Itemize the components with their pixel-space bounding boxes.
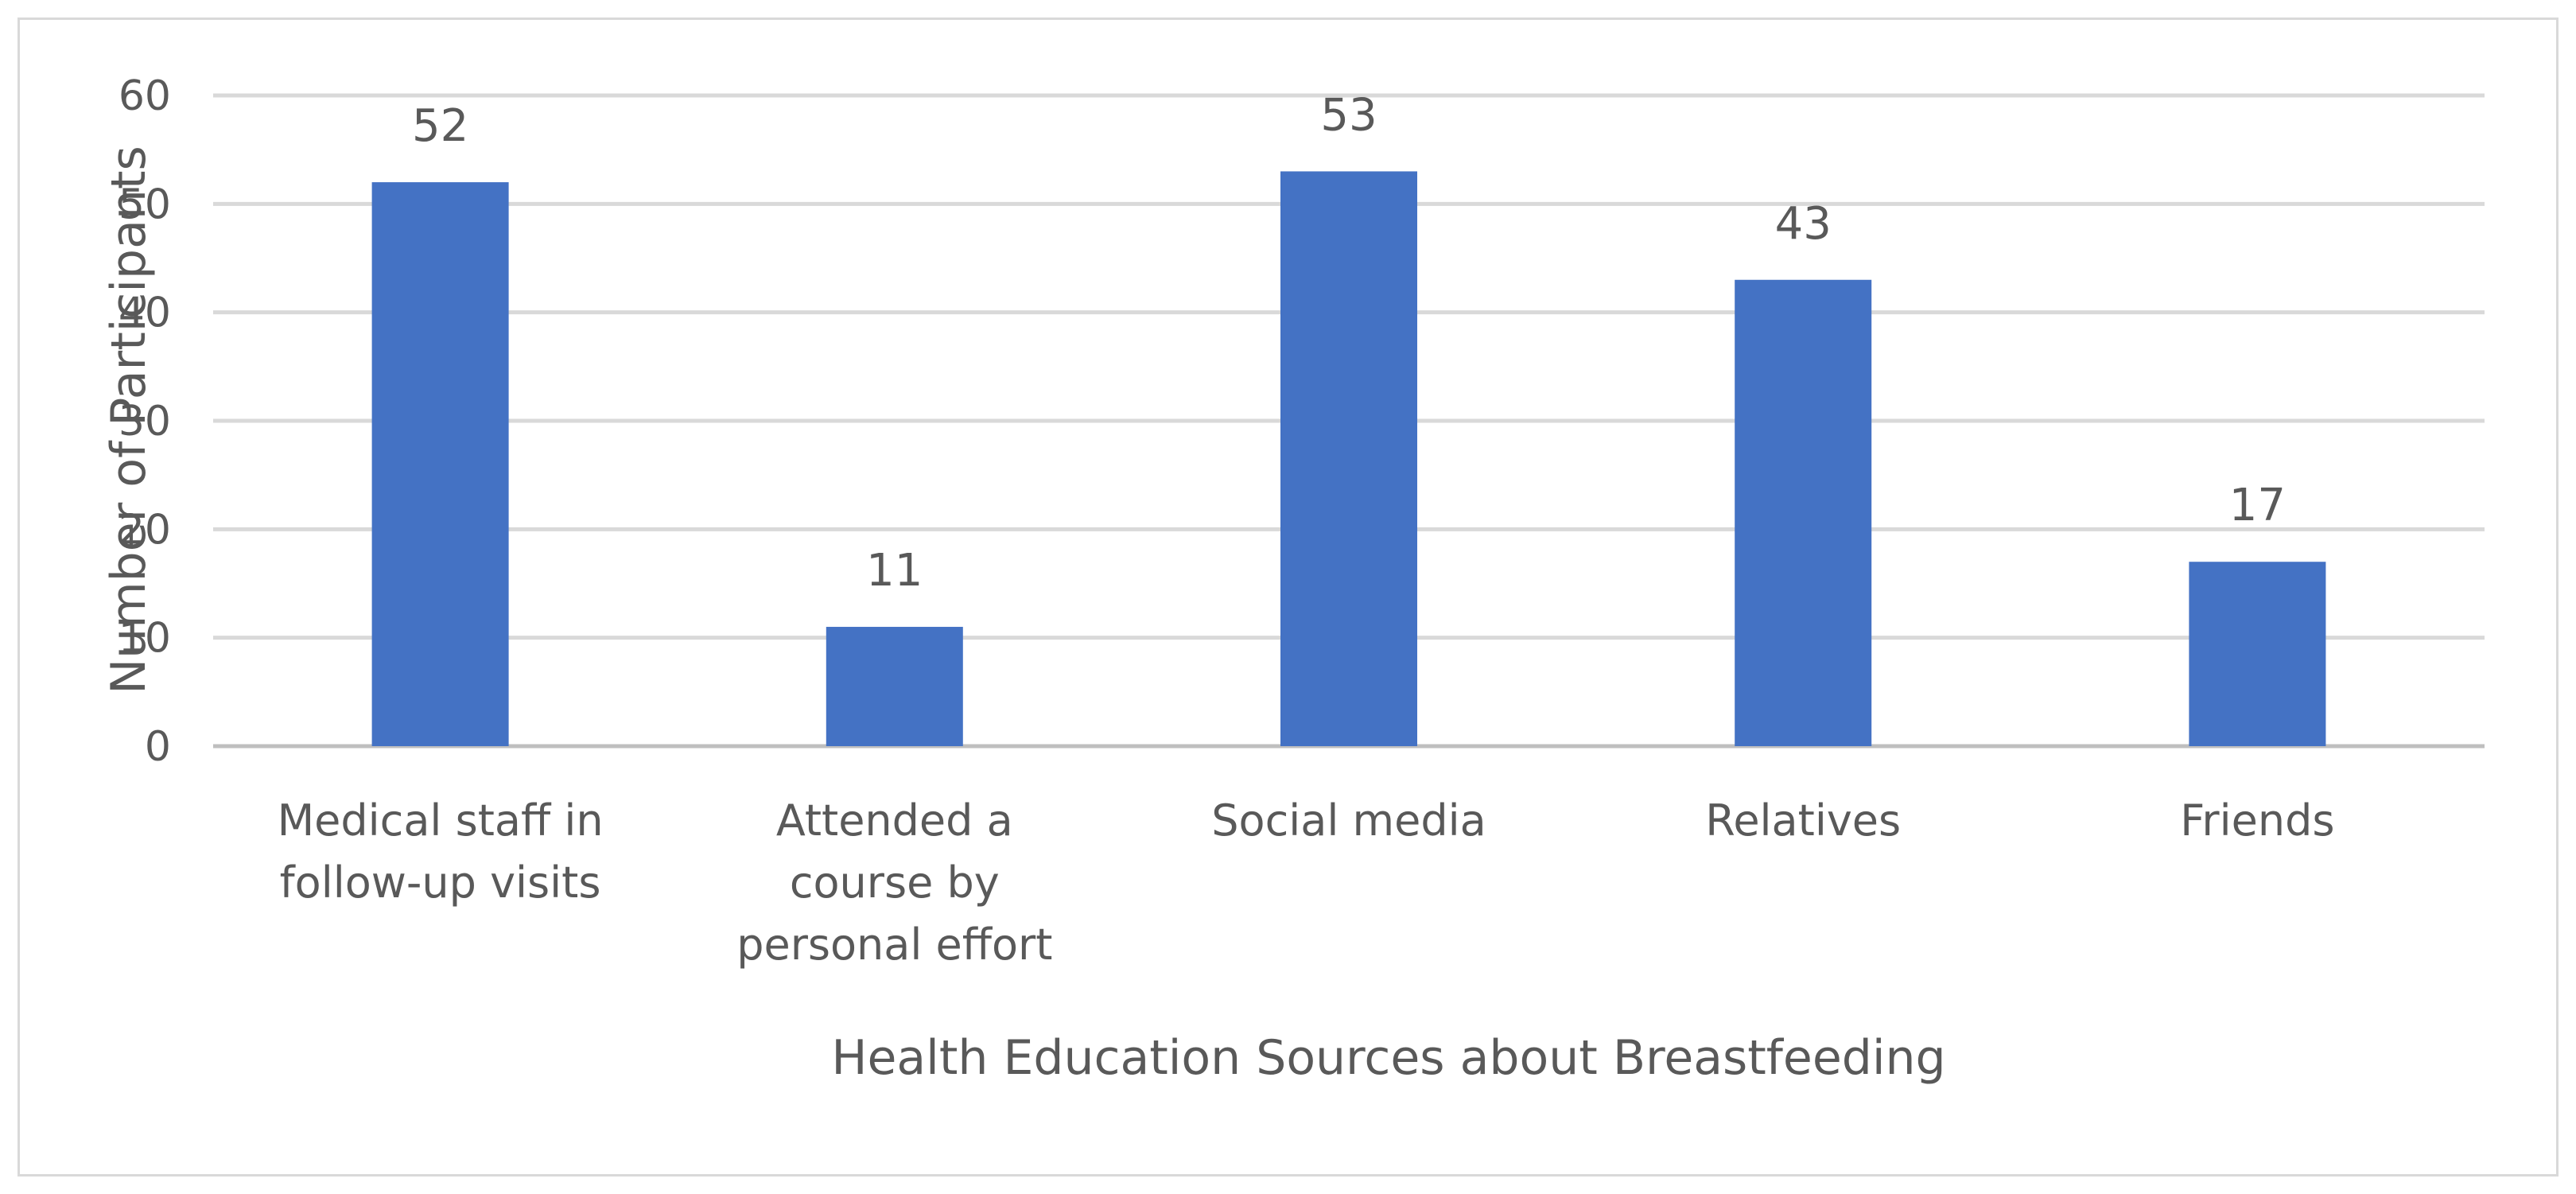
x-category-label-0: Medical staff in follow-up visits bbox=[278, 795, 604, 908]
y-tick-label-50: 50 bbox=[119, 181, 171, 228]
x-category-label-4: Friends bbox=[2180, 795, 2334, 846]
y-tick-label-0: 0 bbox=[145, 723, 171, 771]
data-labels: 52 11 53 43 17 bbox=[412, 89, 2286, 597]
y-axis-title: Number of Participants bbox=[101, 146, 157, 694]
data-label-4: 17 bbox=[2229, 480, 2286, 531]
x-category-label-line: follow-up visits bbox=[280, 858, 601, 908]
x-category-label-2: Social media bbox=[1211, 795, 1486, 846]
y-tick-label-10: 10 bbox=[119, 615, 171, 663]
x-category-label-line: Social media bbox=[1211, 795, 1486, 846]
data-label-2: 53 bbox=[1320, 89, 1377, 141]
x-category-label-line: Relatives bbox=[1705, 795, 1901, 846]
y-tick-label-40: 40 bbox=[119, 290, 171, 337]
x-category-label-line: Friends bbox=[2180, 795, 2334, 846]
x-category-label-line: Medical staff in bbox=[278, 795, 604, 846]
y-axis-ticks: 0 10 20 30 40 50 60 bbox=[119, 72, 171, 771]
data-label-0: 52 bbox=[412, 100, 468, 152]
x-category-label-line: course by bbox=[790, 858, 1000, 908]
bar-3 bbox=[1735, 279, 1872, 746]
x-axis-categories: Medical staff in follow-up visits Attended… bbox=[278, 795, 2335, 970]
x-category-label-line: Attended a bbox=[776, 795, 1013, 846]
x-axis-title: Health Education Sources about Breastfee… bbox=[831, 1030, 1945, 1086]
data-label-3: 43 bbox=[1775, 198, 1832, 250]
x-category-label-1: Attended a course by personal effort bbox=[736, 795, 1052, 970]
bar-0 bbox=[371, 182, 509, 747]
bar-1 bbox=[826, 627, 963, 746]
y-tick-label-20: 20 bbox=[119, 506, 171, 554]
y-tick-label-60: 60 bbox=[119, 72, 171, 120]
x-category-label-3: Relatives bbox=[1705, 795, 1901, 846]
bar-2 bbox=[1280, 171, 1417, 746]
data-label-1: 11 bbox=[866, 545, 923, 597]
bar-4 bbox=[2189, 562, 2326, 746]
x-category-label-line: personal effort bbox=[736, 920, 1052, 970]
bars bbox=[371, 171, 2326, 747]
y-tick-label-30: 30 bbox=[119, 398, 171, 445]
